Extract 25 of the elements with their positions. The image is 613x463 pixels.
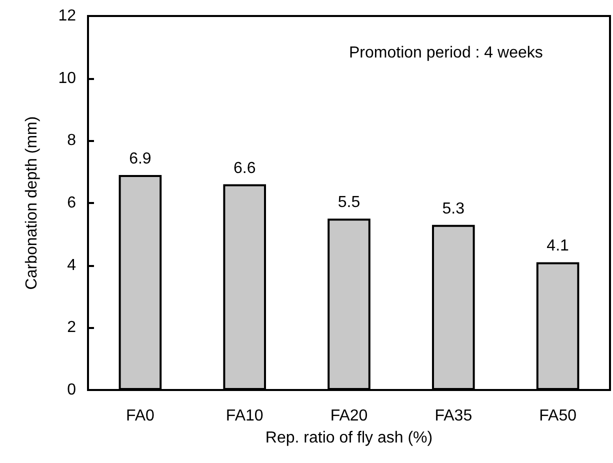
bar xyxy=(223,184,266,390)
bar xyxy=(328,218,370,390)
data-label: 5.3 xyxy=(442,200,465,218)
y-tick-label: 8 xyxy=(67,132,76,150)
x-tick-label: FA10 xyxy=(226,408,264,424)
x-tick-label: FA0 xyxy=(126,408,155,424)
data-label: 6.9 xyxy=(129,150,152,168)
data-label: 5.5 xyxy=(338,194,360,212)
y-tick-label: 0 xyxy=(67,382,76,398)
bar xyxy=(432,224,475,390)
y-axis-title: Carbonation depth (mm) xyxy=(24,116,40,290)
y-tick-label: 2 xyxy=(67,319,76,336)
y-tick-label: 4 xyxy=(67,256,76,274)
y-tick-label: 6 xyxy=(67,194,76,212)
bar xyxy=(118,174,162,390)
x-tick-label: FA20 xyxy=(330,408,368,424)
bar xyxy=(536,262,580,390)
data-label: 6.6 xyxy=(233,160,256,177)
data-label: 4.1 xyxy=(546,238,570,255)
x-tick-label: FA50 xyxy=(539,408,577,424)
annotation: Promotion period : 4 weeks xyxy=(349,44,543,62)
y-tick-label: 12 xyxy=(58,8,76,24)
x-axis-title: Rep. ratio of fly ash (%) xyxy=(265,430,433,446)
y-tick-label: 10 xyxy=(58,70,76,87)
x-tick-label: FA35 xyxy=(434,408,472,424)
